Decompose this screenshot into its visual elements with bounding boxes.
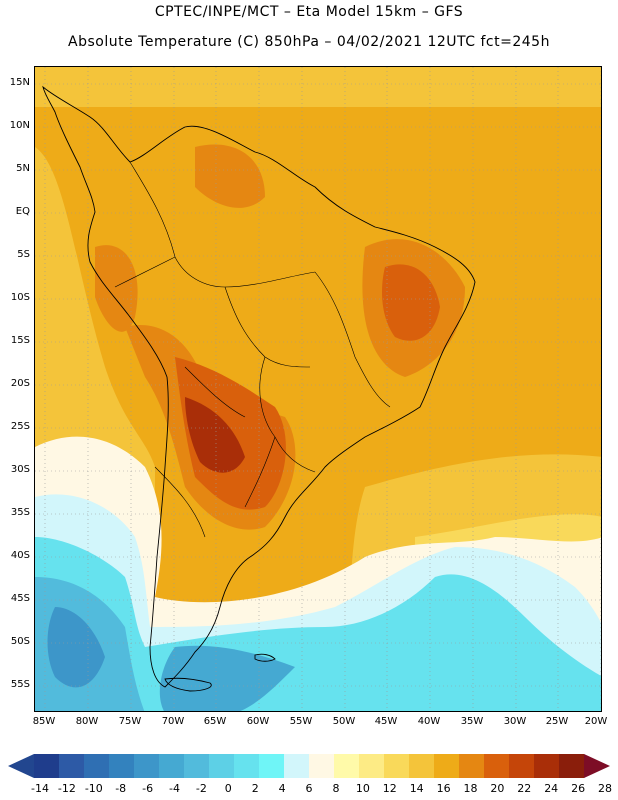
lat-label-15n: 15N [9, 77, 30, 88]
graticule [35, 67, 601, 711]
colorbar-label: -12 [57, 782, 76, 795]
country-borders [114, 161, 391, 538]
lon-label-20w: 20W [584, 716, 608, 727]
colorbar-swatch [209, 754, 235, 778]
colorbar-label: 8 [332, 782, 340, 795]
colorbar-label: 22 [517, 782, 532, 795]
lon-label-50w: 50W [332, 716, 356, 727]
colorbar-label: -4 [169, 782, 180, 795]
colorbar-swatch [234, 754, 260, 778]
lat-label-10n: 10N [9, 120, 30, 131]
colorbar-label: 28 [598, 782, 612, 795]
lon-label-55w: 55W [289, 716, 313, 727]
temperature-field [35, 67, 601, 711]
field-cold-core [47, 607, 105, 688]
colorbar-swatch [159, 754, 185, 778]
lon-label-25w: 25W [545, 716, 569, 727]
colorbar-swatch [559, 754, 585, 778]
colorbar-under-arrow [8, 754, 34, 778]
colorbar-label: -2 [195, 782, 207, 795]
colorbar-label: -6 [142, 782, 154, 795]
lat-label-55s: 55S [10, 679, 30, 690]
falkland-islands [254, 653, 276, 662]
colorbar-swatch [459, 754, 485, 778]
colorbar-swatch [109, 754, 135, 778]
colorbar [8, 754, 610, 778]
colorbar-label: -8 [115, 782, 127, 795]
colorbar-label: 12 [382, 782, 397, 795]
colorbar-label: -14 [31, 782, 49, 795]
colorbar-swatch [384, 754, 410, 778]
colorbar-label: 10 [355, 782, 370, 795]
lat-label-15s: 15S [10, 335, 30, 346]
lat-label-50s: 50S [10, 636, 30, 647]
field-warm-venezuela [195, 144, 265, 208]
colorbar-label: 16 [436, 782, 451, 795]
colorbar-swatch [409, 754, 435, 778]
colorbar-label: 24 [544, 782, 559, 795]
colorbar-swatch [84, 754, 110, 778]
south-america-coastline [42, 85, 476, 688]
field-hottest-chaco [185, 397, 245, 473]
colorbar-label: 2 [251, 782, 259, 795]
colorbar-label: 18 [463, 782, 478, 795]
colorbar-swatch [309, 754, 335, 778]
field-hot-northeast [382, 264, 440, 341]
colorbar-swatch [34, 754, 60, 778]
colorbar-swatch [59, 754, 85, 778]
lat-label-5n: 5N [16, 163, 30, 174]
colorbar-label: 6 [305, 782, 313, 795]
map-title-line2: Absolute Temperature (C) 850hPa – 04/02/… [68, 34, 550, 50]
lon-label-80w: 80W [75, 716, 99, 727]
lat-label-eq: EQ [15, 206, 30, 217]
lon-label-60w: 60W [246, 716, 270, 727]
colorbar-swatch [434, 754, 460, 778]
colorbar-label: 26 [571, 782, 586, 795]
colorbar-swatch [284, 754, 310, 778]
colorbar-label: 14 [409, 782, 424, 795]
field-warm-andes-north [95, 245, 138, 332]
colorbar-swatch [534, 754, 560, 778]
lat-label-10s: 10S [10, 292, 30, 303]
lat-label-20s: 20S [10, 378, 30, 389]
field-north-band [35, 67, 601, 107]
colorbar-swatch [484, 754, 510, 778]
map-title-line1: CPTEC/INPE/MCT – Eta Model 15km – GFS [154, 4, 464, 20]
lon-label-65w: 65W [203, 716, 227, 727]
lon-label-75w: 75W [118, 716, 142, 727]
colorbar-swatch [134, 754, 160, 778]
colorbar-label: 0 [224, 782, 232, 795]
tierra-del-fuego [164, 677, 212, 692]
lon-label-70w: 70W [161, 716, 185, 727]
colorbar-over-arrow [584, 754, 610, 778]
colorbar-swatch [509, 754, 535, 778]
lon-label-85w: 85W [32, 716, 56, 727]
lat-label-40s: 40S [10, 550, 30, 561]
colorbar-swatch [259, 754, 285, 778]
lat-label-5s: 5S [17, 249, 30, 260]
colorbar-swatch [184, 754, 210, 778]
lon-label-35w: 35W [460, 716, 484, 727]
colorbar-swatches [34, 754, 585, 778]
colorbar-label: 20 [490, 782, 505, 795]
lat-label-30s: 30S [10, 464, 30, 475]
field-cold-blue2 [159, 645, 295, 711]
lon-label-30w: 30W [503, 716, 527, 727]
colorbar-swatch [334, 754, 360, 778]
lat-label-45s: 45S [10, 593, 30, 604]
colorbar-label: 4 [278, 782, 286, 795]
lat-label-35s: 35S [10, 507, 30, 518]
lat-label-25s: 25S [10, 421, 30, 432]
lon-label-40w: 40W [417, 716, 441, 727]
lon-label-45w: 45W [374, 716, 398, 727]
temperature-map [34, 66, 602, 712]
colorbar-swatch [359, 754, 385, 778]
colorbar-label: -10 [84, 782, 103, 795]
